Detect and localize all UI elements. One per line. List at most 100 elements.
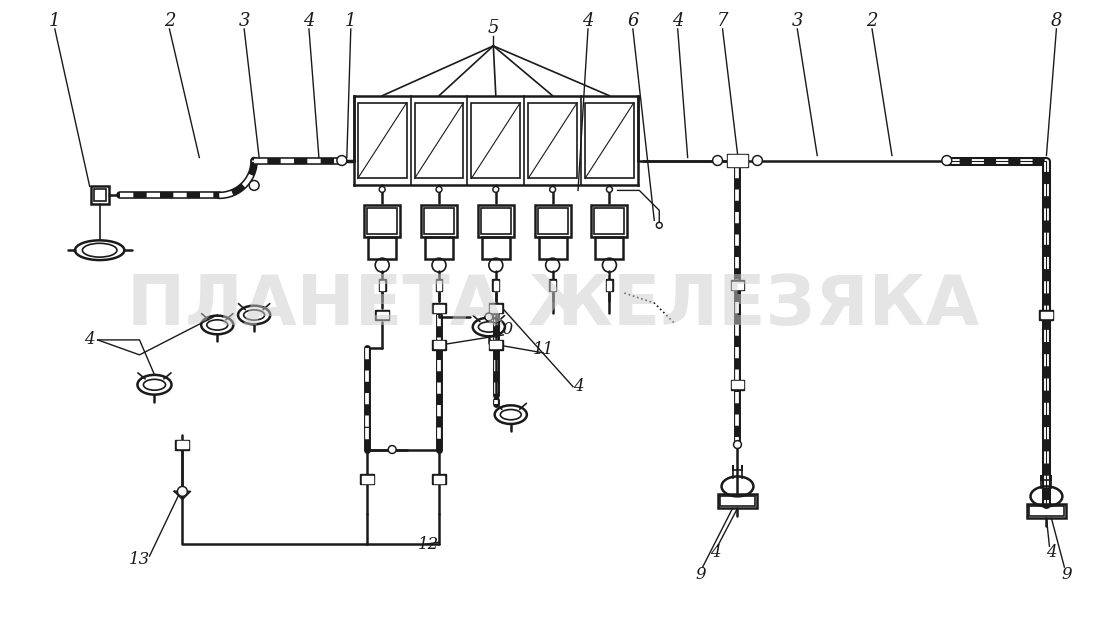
Bar xyxy=(433,476,444,483)
Text: 8: 8 xyxy=(1050,12,1063,30)
Bar xyxy=(376,311,387,319)
Bar xyxy=(425,208,454,234)
Text: 2: 2 xyxy=(867,12,878,30)
Bar xyxy=(482,238,509,259)
Bar xyxy=(491,341,502,348)
Bar xyxy=(607,281,612,289)
Bar xyxy=(594,208,625,234)
Circle shape xyxy=(752,156,762,166)
Text: ПЛАНЕТА ЖЕЛЕЗЯКА: ПЛАНЕТА ЖЕЛЕЗЯКА xyxy=(126,271,979,339)
Bar xyxy=(368,238,396,259)
Circle shape xyxy=(735,442,740,447)
Circle shape xyxy=(250,181,260,191)
Circle shape xyxy=(550,186,556,192)
Circle shape xyxy=(337,156,346,166)
Circle shape xyxy=(713,156,723,166)
Bar xyxy=(730,380,745,390)
Bar xyxy=(436,279,442,291)
Bar xyxy=(551,281,554,289)
Bar xyxy=(432,303,446,313)
Bar xyxy=(494,281,498,289)
Circle shape xyxy=(754,157,761,164)
Bar xyxy=(362,476,373,483)
Bar xyxy=(437,281,441,289)
Circle shape xyxy=(379,186,385,192)
Circle shape xyxy=(438,188,440,191)
Bar xyxy=(90,186,109,204)
Text: 7: 7 xyxy=(717,12,728,30)
Text: 9: 9 xyxy=(1062,566,1071,582)
Circle shape xyxy=(658,224,661,227)
Bar xyxy=(1040,310,1054,320)
Bar xyxy=(585,102,634,179)
Circle shape xyxy=(389,447,395,452)
Bar xyxy=(421,206,456,238)
Bar xyxy=(433,304,444,311)
Circle shape xyxy=(608,188,611,191)
Bar xyxy=(595,238,624,259)
Text: 4: 4 xyxy=(582,12,594,30)
Circle shape xyxy=(734,441,741,449)
Text: 4: 4 xyxy=(672,12,683,30)
Bar xyxy=(432,474,446,484)
Bar xyxy=(732,381,742,388)
Text: 6: 6 xyxy=(627,12,639,30)
Circle shape xyxy=(177,486,187,496)
Bar xyxy=(726,154,748,168)
Text: 11: 11 xyxy=(532,341,553,358)
Circle shape xyxy=(657,222,662,228)
Bar xyxy=(364,206,400,238)
Circle shape xyxy=(494,188,497,191)
Circle shape xyxy=(339,157,345,164)
Bar xyxy=(94,189,106,201)
Bar xyxy=(1028,506,1065,516)
Bar xyxy=(425,238,453,259)
Bar xyxy=(488,303,503,313)
Text: 4: 4 xyxy=(304,12,315,30)
Bar xyxy=(719,496,756,506)
Bar xyxy=(528,102,578,179)
Bar xyxy=(415,102,463,179)
Bar xyxy=(539,238,566,259)
Bar xyxy=(433,341,444,348)
Bar xyxy=(491,304,502,311)
Text: 4: 4 xyxy=(85,331,95,348)
Circle shape xyxy=(485,313,493,321)
Circle shape xyxy=(714,157,720,164)
Bar xyxy=(175,439,189,449)
Text: 4: 4 xyxy=(711,544,720,561)
Bar xyxy=(481,208,510,234)
Bar xyxy=(361,474,374,484)
Circle shape xyxy=(251,182,257,189)
Bar xyxy=(728,155,747,166)
Bar xyxy=(493,279,499,291)
Bar xyxy=(1041,311,1052,319)
Bar xyxy=(381,281,384,289)
Text: 4: 4 xyxy=(1046,544,1057,561)
Bar xyxy=(717,494,758,508)
Text: 1: 1 xyxy=(345,12,356,30)
Text: 9: 9 xyxy=(695,566,706,582)
Text: 5: 5 xyxy=(487,19,499,37)
Bar xyxy=(1026,504,1066,518)
Bar xyxy=(732,282,742,289)
Text: 1: 1 xyxy=(50,12,60,30)
Circle shape xyxy=(486,314,492,319)
Circle shape xyxy=(493,186,498,192)
Circle shape xyxy=(179,488,186,495)
Bar xyxy=(592,206,627,238)
Bar xyxy=(535,206,571,238)
Text: 4: 4 xyxy=(573,378,583,395)
Bar xyxy=(358,102,407,179)
Bar xyxy=(375,310,389,320)
Circle shape xyxy=(551,188,554,191)
Text: 3: 3 xyxy=(792,12,803,30)
Text: 2: 2 xyxy=(164,12,175,30)
Text: 13: 13 xyxy=(129,551,151,568)
Circle shape xyxy=(606,186,613,192)
Circle shape xyxy=(942,156,952,166)
Text: 12: 12 xyxy=(418,536,439,552)
Text: 3: 3 xyxy=(239,12,250,30)
Bar xyxy=(730,280,745,290)
Circle shape xyxy=(381,188,384,191)
